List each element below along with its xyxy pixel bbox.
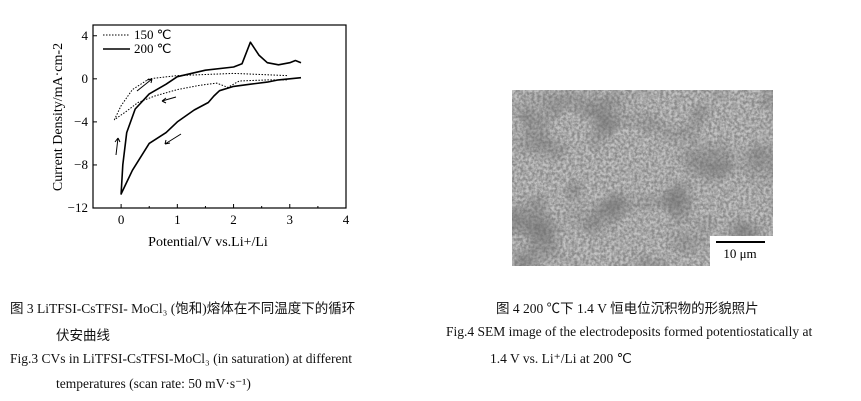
scale-bar-label: 10 μm — [723, 246, 756, 261]
x-tick-label: 3 — [287, 212, 294, 227]
y-axis-label: Current Density/mA·cm-2 — [51, 43, 66, 191]
arrow-icon — [161, 96, 177, 104]
x-tick-label: 1 — [174, 212, 181, 227]
y-tick-label: 4 — [82, 28, 89, 43]
fig4-caption-en-line2: 1.4 V vs. Li⁺/Li at 200 ℃ — [490, 351, 632, 366]
plot-frame — [92, 24, 347, 209]
fig3-caption-cn-line1: 图 3 LiTFSI-CsTFSI- MoCl₃ (饱和)熔体在不同温度下的循环 — [10, 301, 356, 316]
legend: 150 ℃ 200 ℃ — [103, 27, 171, 56]
y-tick-label: −8 — [74, 157, 88, 172]
fig4-caption-cn: 图 4 200 ℃下 1.4 V 恒电位沉积物的形貌照片 — [496, 301, 759, 316]
sem-image: 10 μm — [512, 90, 773, 266]
fig3-caption-en-line1: Fig.3 CVs in LiTFSI-CsTFSI-MoCl₃ (in sat… — [10, 351, 352, 366]
arrow-icon — [164, 133, 182, 145]
arrow-icon — [114, 137, 121, 156]
arrows — [114, 78, 182, 156]
series-line-0 — [113, 72, 288, 121]
cv-chart: 0 1 2 3 4 4 0 −4 −8 −12 150 ℃ 200 ℃ Potential/V v… — [51, 24, 350, 250]
series-line-1 — [120, 41, 302, 195]
x-axis-label: Potential/V vs.Li+/Li — [148, 235, 268, 250]
y-tick-label: −4 — [74, 114, 88, 129]
fig3-caption-en-line2: temperatures (scan rate: 50 mV·s⁻¹) — [56, 376, 251, 391]
y-tick-label: −12 — [68, 200, 88, 215]
fig3-caption-cn-line2: 伏安曲线 — [56, 328, 110, 343]
legend-label-150: 150 ℃ — [134, 27, 171, 42]
fig4-caption-en-line1: Fig.4 SEM image of the electrodeposits f… — [446, 324, 813, 339]
x-tick-label: 2 — [230, 212, 237, 227]
legend-label-200: 200 ℃ — [134, 41, 171, 56]
x-tick-label: 4 — [343, 212, 350, 227]
x-tick-label: 0 — [118, 212, 125, 227]
y-tick-label: 0 — [82, 71, 89, 86]
arrow-icon — [136, 78, 153, 92]
